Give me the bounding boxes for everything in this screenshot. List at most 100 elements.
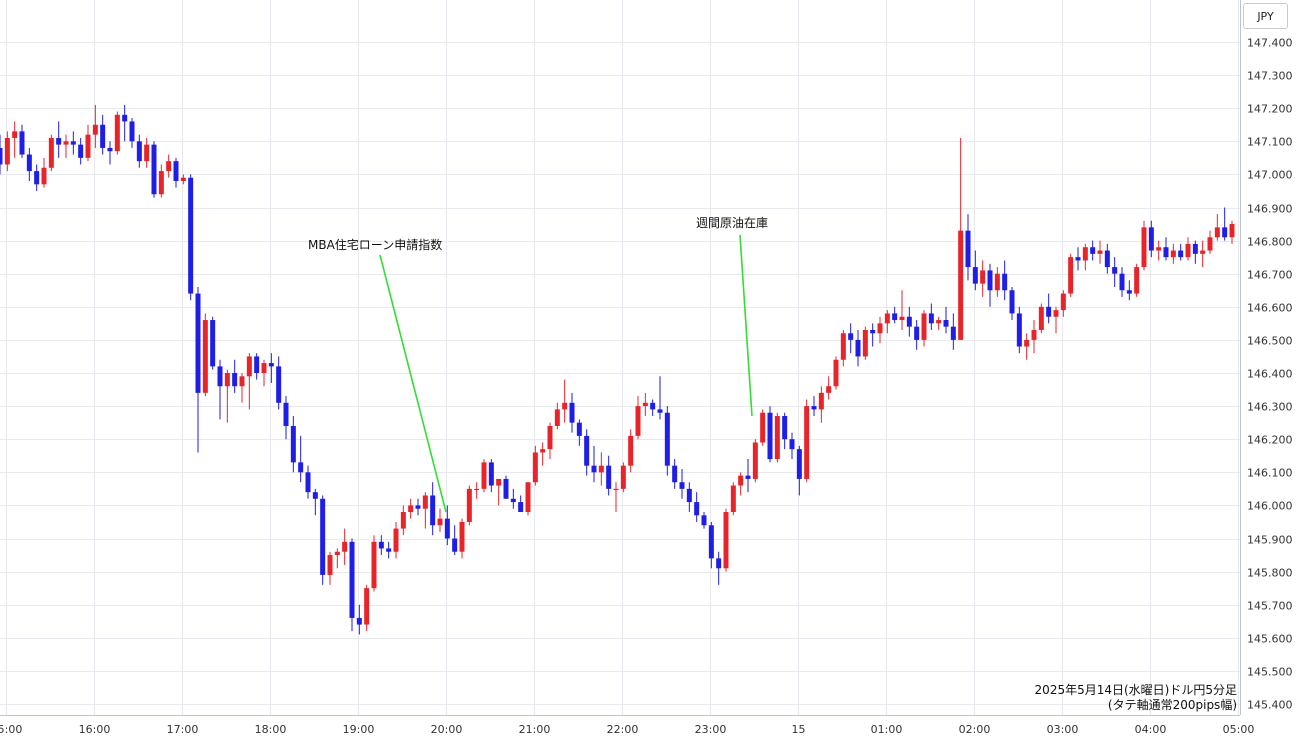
candle [1038,303,1044,334]
candle-body [752,442,758,479]
candle-body [305,472,311,493]
candle [994,267,1000,297]
candle-body [921,313,927,340]
candle-body [180,177,186,182]
candle [980,260,986,297]
candle [1214,214,1220,241]
y-tick-label: 147.000 [1247,169,1293,182]
candle [290,416,296,473]
grid-lines [0,0,1240,715]
candle [730,482,736,516]
candle [892,306,898,324]
candle-body [1060,293,1066,311]
candle [0,134,3,175]
candle [378,535,384,556]
candle [100,114,106,155]
candle [877,316,883,344]
candle [254,353,260,380]
candle-body [892,313,898,321]
y-tick-label: 146.700 [1247,269,1293,282]
candle [694,492,700,522]
candle [1104,243,1110,274]
candle [151,141,157,198]
candle [620,462,626,493]
candle-body [312,492,318,499]
candle-body [1038,306,1044,330]
candle-body [694,502,700,516]
candle-body [188,177,194,294]
candle [738,472,744,496]
candle-body [1148,227,1154,251]
candle-body [598,465,604,473]
candle [672,459,678,489]
candle-body [635,406,641,436]
candle-body [342,541,348,552]
candle-body [569,402,575,423]
candle-body [12,131,18,138]
candle [1126,280,1132,301]
candle [576,419,582,446]
candle-body [1090,247,1096,254]
candle [430,482,436,536]
candle [899,290,905,330]
candle [158,164,164,198]
candle-body [943,320,949,327]
candle-body [378,541,384,549]
candle [188,174,194,301]
candle-body [1134,267,1140,294]
candle-body [34,171,40,185]
candle [650,399,656,417]
candle-body [1068,257,1074,294]
candle-body [642,402,648,407]
candle [393,521,399,559]
candle-body [1185,243,1191,258]
candle-body [1082,247,1088,261]
candle-body [518,502,524,513]
candle [63,134,69,158]
candle [657,376,663,420]
candle [488,459,494,493]
candle-body [246,356,252,377]
candle [422,492,428,529]
candle-body [136,141,142,162]
candle-body [1214,227,1220,238]
y-tick-label: 146.400 [1247,368,1293,381]
candle-body [1119,273,1125,291]
candle-body [760,412,766,443]
x-tick-label: 05:00 [1223,723,1255,736]
candle [547,422,553,460]
candle-body [466,488,472,522]
candle [452,525,458,556]
candle [180,174,186,185]
candle-body [327,555,333,575]
candles [0,104,1235,635]
candle-body [767,412,773,460]
candle [679,468,685,499]
candle [371,535,377,592]
candle-body [92,124,98,135]
candle [1075,247,1081,271]
y-tick-label: 146.300 [1247,401,1293,414]
candle [217,359,223,420]
candle-body [532,452,538,483]
currency-label[interactable]: JPY [1243,3,1288,29]
candle-body [525,482,531,513]
candle-body [122,114,128,122]
candle-body [701,515,707,526]
candle-body [408,505,414,513]
candle [78,137,84,165]
candle-body [980,270,986,284]
candle-body [591,465,597,473]
annotation-leader-line-oil [739,234,753,417]
y-tick-label: 145.500 [1247,666,1293,679]
candle [268,353,274,383]
candle-body [232,373,238,387]
candle [85,124,91,162]
candle [554,402,560,430]
candle [716,551,722,585]
candle-body [371,541,377,589]
candle-body [283,402,289,426]
candle [642,392,648,417]
candle-body [782,416,788,440]
y-tick-label: 147.300 [1247,70,1293,83]
